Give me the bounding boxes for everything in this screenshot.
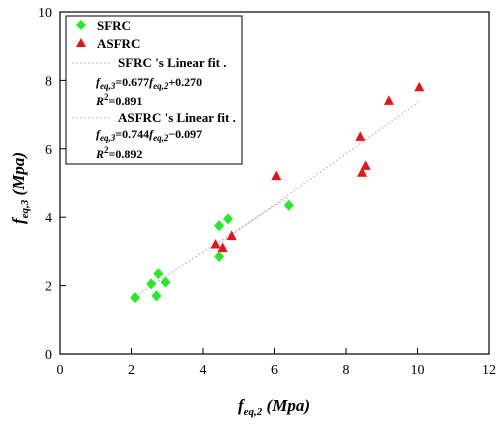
data-markers — [130, 81, 425, 304]
legend-sfrc-fit-r2: R2=0.891 — [95, 92, 142, 108]
asfrc-data-point — [360, 160, 371, 170]
sfrc-data-point — [153, 268, 164, 280]
fit-line-sfrc — [134, 195, 290, 297]
y-tick-label: 10 — [38, 6, 52, 21]
asfrc-data-point — [357, 167, 368, 177]
x-tick-label: 0 — [57, 363, 64, 378]
x-tick-label: 6 — [271, 363, 278, 378]
y-axis-ticks: 0 2 4 6 8 10 — [38, 6, 66, 363]
y-tick-label: 8 — [45, 74, 52, 89]
fit-lines — [134, 101, 420, 297]
y-axis-label: feq,3 (Mpa) — [9, 152, 31, 224]
y-tick-label: 2 — [45, 280, 52, 295]
sfrc-data-point — [223, 213, 234, 225]
x-tick-label: 4 — [200, 363, 207, 378]
y-tick-label: 6 — [45, 143, 52, 158]
asfrc-data-point — [271, 170, 282, 181]
sfrc-data-point — [151, 290, 162, 302]
legend: SFRC ASFRC SFRC 's Linear fit . feq,3=0.… — [65, 15, 243, 165]
sfrc-data-point — [130, 292, 141, 304]
legend-asfrc-fit-label: ASFRC 's Linear fit . — [118, 110, 236, 125]
asfrc-data-point — [226, 230, 237, 241]
y-tick-label: 0 — [45, 348, 52, 363]
asfrc-data-point — [383, 95, 394, 105]
x-tick-label: 10 — [411, 363, 425, 378]
legend-sfrc-fit-equation: feq,3=0.677feq,2+0.270 — [96, 75, 202, 91]
sfrc-data-point — [160, 276, 171, 288]
sfrc-data-point — [146, 278, 157, 290]
x-axis-ticks: 0 2 4 6 8 10 12 — [57, 348, 496, 378]
legend-asfrc-marker — [76, 38, 86, 47]
legend-sfrc-fit-label: SFRC 's Linear fit . — [118, 55, 226, 70]
x-axis-label: feq,2 (Mpa) — [238, 396, 310, 418]
legend-sfrc-label: SFRC — [97, 18, 131, 33]
legend-asfrc-fit-equation: feq,3=0.744feq,2−0.097 — [96, 127, 202, 143]
asfrc-data-point — [414, 81, 425, 92]
sfrc-data-point — [283, 199, 294, 211]
sfrc-data-point — [214, 251, 225, 263]
y-tick-label: 4 — [45, 211, 52, 226]
asfrc-data-point — [210, 239, 221, 249]
sfrc-data-point — [214, 220, 225, 232]
x-tick-label: 12 — [482, 363, 496, 378]
asfrc-data-point — [217, 242, 228, 252]
asfrc-data-point — [355, 131, 366, 141]
x-tick-label: 2 — [128, 363, 135, 378]
x-tick-label: 8 — [343, 363, 350, 378]
legend-box — [65, 15, 243, 165]
fit-line-asfrc — [215, 101, 420, 248]
legend-sfrc-marker — [76, 20, 86, 30]
legend-asfrc-label: ASFRC — [97, 36, 140, 51]
legend-asfrc-fit-r2: R2=0.892 — [95, 145, 142, 161]
